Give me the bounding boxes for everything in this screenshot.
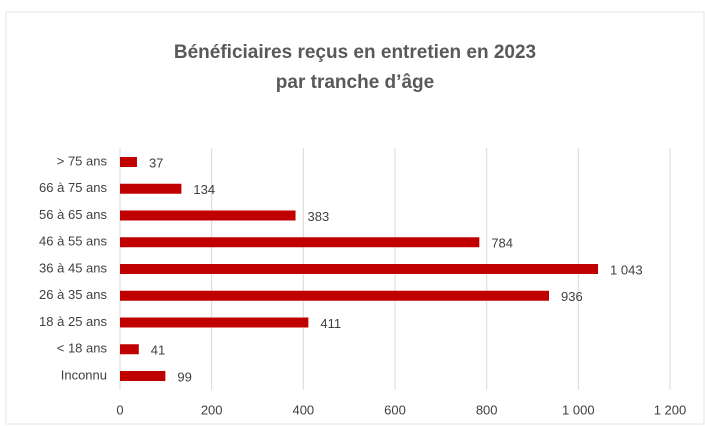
chart-frame <box>5 11 705 425</box>
data-label: 134 <box>193 182 215 197</box>
bar <box>120 317 309 328</box>
y-tick-label: 26 à 35 ans <box>39 287 107 302</box>
data-label: 41 <box>151 343 165 358</box>
x-tick-label: 1 000 <box>562 402 595 417</box>
x-tick-label: 200 <box>201 402 223 417</box>
x-tick-label: 400 <box>292 402 314 417</box>
x-tick-label: 1 200 <box>654 402 687 417</box>
y-tick-label: 46 à 55 ans <box>39 234 107 249</box>
x-tick-label: 600 <box>384 402 406 417</box>
bar <box>120 157 137 167</box>
chart-title: Bénéficiaires reçus en entretien en 2023 <box>174 42 536 63</box>
y-tick-label: 36 à 45 ans <box>39 260 107 275</box>
data-label: 936 <box>561 289 583 304</box>
y-tick-label: 66 à 75 ans <box>39 180 107 195</box>
bar <box>120 237 480 248</box>
bar <box>120 264 599 274</box>
data-label: 37 <box>149 155 163 170</box>
bar <box>120 344 139 355</box>
y-tick-label: Inconnu <box>61 367 107 382</box>
data-label: 383 <box>308 209 330 224</box>
bar <box>120 210 296 221</box>
data-label: 99 <box>177 369 191 384</box>
x-tick-label: 800 <box>476 402 498 417</box>
data-label: 1 043 <box>610 262 643 277</box>
chart-title: par tranche d’âge <box>276 72 434 93</box>
bar <box>120 183 182 194</box>
y-tick-label: 18 à 25 ans <box>39 314 107 329</box>
y-tick-label: > 75 ans <box>57 153 108 168</box>
bar <box>120 371 166 381</box>
y-tick-label: < 18 ans <box>57 341 108 356</box>
data-label: 411 <box>320 316 341 331</box>
data-label: 784 <box>491 236 513 251</box>
x-tick-label: 0 <box>116 402 123 417</box>
bar <box>120 290 549 301</box>
y-tick-label: 56 à 65 ans <box>39 207 107 222</box>
